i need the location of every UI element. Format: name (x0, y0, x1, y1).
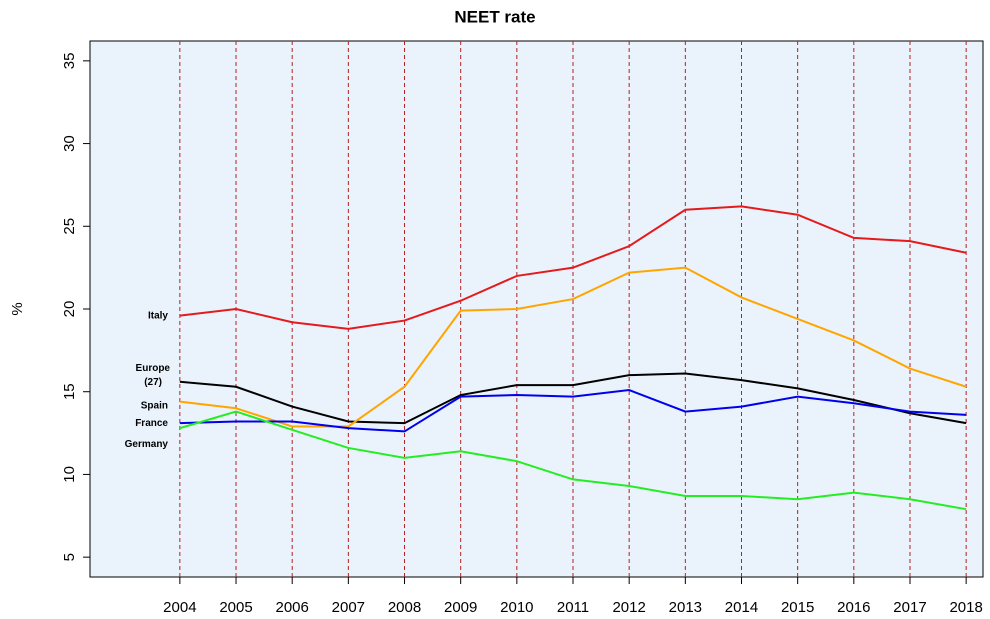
x-tick-label: 2017 (893, 599, 926, 616)
y-tick-label: 35 (61, 53, 78, 70)
x-tick-label: 2016 (837, 599, 870, 616)
x-tick-label: 2010 (500, 599, 533, 616)
x-tick-label: 2009 (444, 599, 477, 616)
y-tick-label: 20 (61, 301, 78, 318)
x-tick-label: 2004 (163, 599, 196, 616)
series-line (179, 372, 967, 425)
series-line (179, 266, 967, 428)
y-tick-label: 10 (61, 466, 78, 483)
series-line (179, 205, 967, 330)
series-label: France (135, 418, 168, 429)
y-tick-label: 5 (61, 553, 78, 561)
series-label: Italy (148, 310, 168, 321)
x-tick-label: 2018 (949, 599, 982, 616)
y-tick-label: 25 (61, 218, 78, 235)
chart-title: NEET rate (454, 7, 535, 26)
y-tick-label: 30 (61, 135, 78, 152)
x-tick-label: 2008 (388, 599, 421, 616)
x-tick-label: 2011 (557, 599, 589, 616)
x-tick-label: 2005 (219, 599, 252, 616)
x-tick-label: 2014 (725, 599, 758, 616)
series-line (179, 389, 967, 433)
x-tick-label: 2015 (781, 599, 814, 616)
series-label: Europe (27) (136, 362, 171, 387)
x-tick-label: 2007 (332, 599, 365, 616)
x-tick-label: 2013 (669, 599, 702, 616)
series-line (179, 410, 967, 511)
x-tick-label: 2012 (612, 599, 645, 616)
x-tick-label: 2006 (276, 599, 309, 616)
series-label: Germany (125, 439, 169, 450)
series-label: Spain (141, 400, 168, 411)
plot-area (89, 40, 984, 578)
y-tick-label: 15 (61, 383, 78, 400)
y-axis-label: % (9, 302, 26, 315)
